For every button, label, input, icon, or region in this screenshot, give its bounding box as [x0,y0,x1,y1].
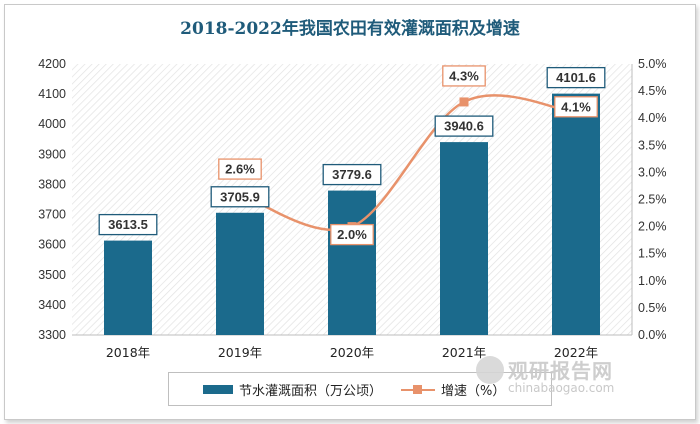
bar-value-label: 3613.5 [108,217,148,232]
y-left-tick-label: 3700 [38,208,66,222]
bar [216,212,264,335]
bar [328,190,376,335]
watermark-logo-icon [476,355,504,384]
y-left-tick-label: 4200 [38,57,66,71]
bar-value-label: 3779.6 [332,167,372,182]
x-tick-label: 2022年 [554,345,598,360]
legend-item-line: 增速（%） [401,380,505,399]
y-right-tick-label: 2.0% [638,220,667,234]
bar-value-label-box [98,213,158,236]
bar-value-label-box [210,186,270,208]
x-tick-label: 2021年 [442,345,486,360]
legend-line-swatch [401,383,435,397]
legend-item-bar: 节水灌溉面积（万公顷） [203,380,382,399]
bar-value-label: 3705.9 [220,189,260,204]
y-right-tick-label: 5.0% [638,57,667,71]
y-left-tick-label: 3800 [38,177,66,191]
watermark-name: 观研报告网 [508,359,613,383]
y-left-tick-label: 3300 [38,328,66,342]
line-value-label-box [330,223,374,246]
y-left-tick-label: 4000 [38,117,66,131]
x-tick-label: 2019年 [218,345,262,360]
line-value-label: 4.1% [561,99,591,114]
line-value-label: 4.3% [449,68,479,83]
x-tick-label: 2018年 [106,345,150,360]
y-right-tick-label: 3.0% [638,165,667,179]
line-value-label-box [442,65,486,87]
y-right-tick-label: 4.5% [638,84,667,98]
legend-bar-swatch [203,385,233,394]
x-tick-label: 2020年 [330,345,374,360]
y-left-tick-label: 4100 [38,87,66,101]
y-right-tick-label: 2.5% [638,193,667,207]
line-value-label: 2.6% [225,162,255,177]
bar-value-label-box [434,115,494,137]
y-left-tick-label: 3600 [38,238,66,252]
line-value-label: 2.0% [337,227,367,242]
y-right-tick-label: 3.5% [638,138,667,152]
bar-value-label: 4101.6 [556,70,596,85]
bar [104,240,152,335]
legend-line-label: 增速（%） [441,384,506,399]
y-right-tick-label: 0.0% [638,328,667,342]
bar-value-label-box [322,163,382,186]
y-right-tick-label: 0.5% [638,301,667,315]
growth-line [239,94,577,232]
bar-value-label: 3940.6 [444,119,484,134]
watermark: 观研报告网 [476,355,613,384]
line-marker [459,97,469,107]
y-right-tick-label: 4.0% [638,111,667,125]
watermark-url: chinabaogao.com [508,381,615,395]
legend-bar-label: 节水灌溉面积（万公顷） [239,384,383,399]
line-value-label-box [554,96,598,118]
y-left-tick-label: 3900 [38,147,66,161]
bar [552,93,600,335]
bar [440,142,488,335]
y-right-tick-label: 1.0% [638,274,667,288]
line-value-label-box [218,158,262,180]
y-right-tick-label: 1.5% [638,247,667,261]
y-left-tick-label: 3400 [38,298,66,312]
y-left-tick-label: 3500 [38,268,66,282]
bar-value-label-box [546,66,606,89]
chart-title: 2018-2022年我国农田有效灌溉面积及增速 [180,19,520,39]
